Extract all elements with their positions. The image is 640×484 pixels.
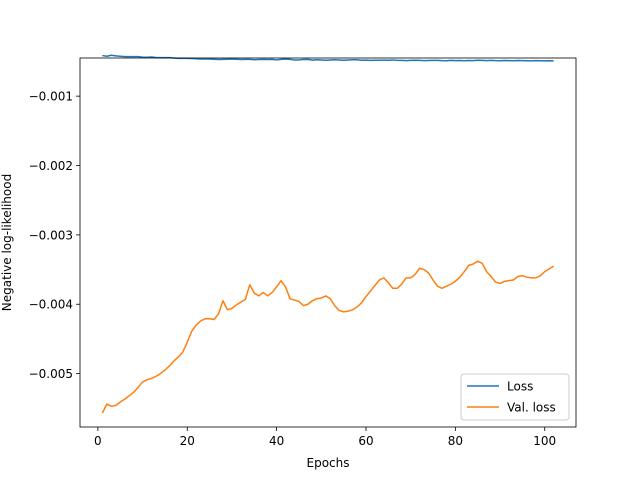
x-tick-label: 40: [269, 434, 284, 448]
series-line-val-loss: [101, 260, 555, 414]
legend: Loss Val. loss: [460, 373, 570, 421]
x-tick-label: 60: [358, 434, 373, 448]
x-axis-label: Epochs: [307, 456, 350, 470]
y-tick-label: −0.002: [29, 159, 73, 173]
x-tick-label: 80: [448, 434, 463, 448]
plot-background: [80, 58, 576, 427]
y-axis-label: Negative log-likelihood: [0, 174, 14, 311]
y-tick-label: −0.001: [29, 90, 73, 104]
x-tick-label: 100: [533, 434, 556, 448]
y-tick-label: −0.005: [29, 367, 73, 381]
y-tick-label: −0.003: [29, 228, 73, 242]
y-axis: −0.005 −0.004 −0.003 −0.002 −0.001: [29, 90, 80, 381]
y-tick-label: −0.004: [29, 298, 73, 312]
legend-label-loss: Loss: [507, 380, 533, 394]
plot-frame: [79, 57, 577, 428]
x-tick-label: 20: [180, 434, 195, 448]
x-tick-label: 0: [94, 434, 102, 448]
x-axis: 0 20 40 60 80 100: [94, 427, 556, 448]
legend-label-val-loss: Val. loss: [507, 401, 556, 415]
